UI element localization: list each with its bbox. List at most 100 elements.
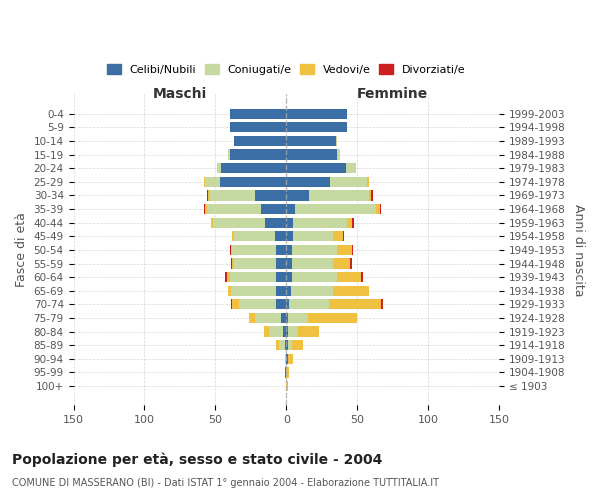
Bar bbox=[286, 176, 330, 187]
Bar bbox=[286, 136, 336, 146]
Bar bbox=[368, 190, 371, 200]
Text: Femmine: Femmine bbox=[357, 87, 428, 101]
Bar bbox=[230, 245, 231, 255]
Bar bbox=[277, 272, 286, 282]
Bar bbox=[285, 354, 286, 364]
Bar bbox=[232, 258, 234, 268]
Bar bbox=[207, 204, 261, 214]
Bar bbox=[217, 163, 221, 173]
Bar bbox=[286, 108, 347, 119]
Bar bbox=[204, 204, 205, 214]
Bar bbox=[333, 286, 368, 296]
Bar bbox=[286, 150, 337, 160]
Bar bbox=[261, 204, 286, 214]
Bar bbox=[286, 381, 288, 391]
Bar bbox=[346, 163, 356, 173]
Bar bbox=[361, 272, 363, 282]
Bar bbox=[286, 204, 295, 214]
Bar bbox=[309, 190, 368, 200]
Bar bbox=[250, 313, 255, 323]
Bar bbox=[289, 299, 329, 310]
Bar bbox=[226, 272, 227, 282]
Bar bbox=[286, 313, 288, 323]
Text: COMUNE DI MASSERANO (BI) - Dati ISTAT 1° gennaio 2004 - Elaborazione TUTTITALIA.: COMUNE DI MASSERANO (BI) - Dati ISTAT 1°… bbox=[12, 478, 439, 488]
Bar bbox=[288, 326, 298, 336]
Bar bbox=[337, 150, 340, 160]
Bar bbox=[234, 258, 277, 268]
Bar bbox=[288, 313, 308, 323]
Bar bbox=[205, 176, 220, 187]
Bar bbox=[281, 313, 286, 323]
Bar bbox=[239, 299, 277, 310]
Bar bbox=[290, 286, 333, 296]
Bar bbox=[283, 326, 286, 336]
Bar bbox=[286, 326, 288, 336]
Bar bbox=[285, 340, 286, 350]
Bar bbox=[228, 150, 230, 160]
Bar bbox=[269, 326, 283, 336]
Bar bbox=[329, 299, 382, 310]
Bar bbox=[204, 176, 205, 187]
Bar bbox=[286, 340, 288, 350]
Y-axis label: Anni di nascita: Anni di nascita bbox=[572, 204, 585, 296]
Bar bbox=[337, 272, 361, 282]
Bar bbox=[286, 231, 293, 241]
Bar bbox=[333, 258, 350, 268]
Bar bbox=[286, 299, 289, 310]
Bar bbox=[292, 340, 304, 350]
Bar bbox=[330, 176, 367, 187]
Bar bbox=[232, 245, 277, 255]
Bar bbox=[286, 258, 292, 268]
Bar bbox=[292, 272, 337, 282]
Bar bbox=[286, 245, 292, 255]
Bar bbox=[295, 204, 376, 214]
Bar bbox=[336, 136, 337, 146]
Bar bbox=[279, 340, 285, 350]
Bar bbox=[228, 286, 231, 296]
Bar bbox=[208, 190, 210, 200]
Bar bbox=[376, 204, 380, 214]
Bar bbox=[275, 231, 286, 241]
Bar bbox=[230, 108, 286, 119]
Bar bbox=[288, 354, 293, 364]
Bar bbox=[230, 150, 286, 160]
Bar bbox=[230, 122, 286, 132]
Bar bbox=[234, 231, 275, 241]
Bar bbox=[286, 354, 288, 364]
Bar bbox=[285, 368, 286, 378]
Bar bbox=[371, 190, 373, 200]
Bar bbox=[380, 204, 382, 214]
Bar bbox=[286, 163, 346, 173]
Bar bbox=[232, 231, 234, 241]
Legend: Celibi/Nubili, Coniugati/e, Vedovi/e, Divorziati/e: Celibi/Nubili, Coniugati/e, Vedovi/e, Di… bbox=[103, 60, 470, 80]
Bar bbox=[231, 286, 277, 296]
Bar bbox=[286, 272, 292, 282]
Bar bbox=[210, 190, 255, 200]
Bar bbox=[231, 299, 232, 310]
Bar bbox=[227, 272, 230, 282]
Bar bbox=[382, 299, 383, 310]
Bar bbox=[288, 340, 292, 350]
Bar bbox=[308, 313, 357, 323]
Bar bbox=[343, 231, 344, 241]
Bar bbox=[347, 218, 352, 228]
Bar bbox=[205, 204, 207, 214]
Y-axis label: Fasce di età: Fasce di età bbox=[15, 212, 28, 288]
Bar bbox=[286, 368, 289, 378]
Bar bbox=[231, 245, 232, 255]
Bar bbox=[277, 340, 279, 350]
Bar bbox=[277, 258, 286, 268]
Bar bbox=[337, 245, 352, 255]
Bar bbox=[293, 218, 347, 228]
Bar bbox=[286, 286, 290, 296]
Bar bbox=[265, 218, 286, 228]
Bar bbox=[211, 218, 212, 228]
Bar bbox=[234, 136, 286, 146]
Bar bbox=[293, 231, 333, 241]
Bar bbox=[292, 258, 333, 268]
Bar bbox=[286, 218, 293, 228]
Bar bbox=[230, 272, 277, 282]
Bar bbox=[333, 231, 343, 241]
Bar bbox=[286, 190, 309, 200]
Bar bbox=[231, 258, 232, 268]
